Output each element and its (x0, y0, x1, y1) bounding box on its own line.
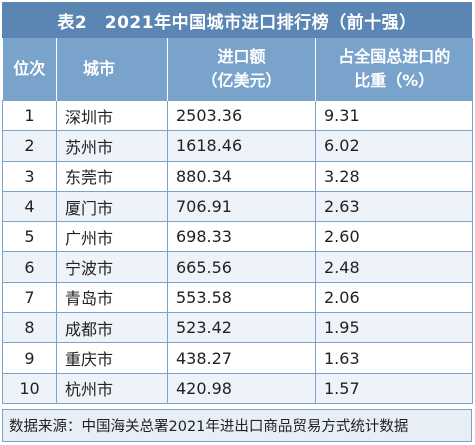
table-row: 10 杭州市 420.98 1.57 (2, 372, 473, 404)
table-row: 6 宁波市 665.56 2.48 (2, 251, 473, 283)
rank-cell: 10 (2, 372, 57, 404)
header-import-value-line1: 进口额 (217, 47, 266, 66)
rank-cell: 5 (2, 221, 57, 253)
header-import-value: 进口额 （亿美元） (167, 38, 316, 101)
city-cell: 宁波市 (56, 251, 168, 283)
header-rank: 位次 (2, 38, 57, 101)
header-row: 位次 城市 进口额 （亿美元） 占全国总进口的 比重（%） (2, 38, 473, 101)
value-cell: 665.56 (167, 251, 316, 283)
value-cell: 438.27 (167, 342, 316, 374)
table-row: 7 青岛市 553.58 2.06 (2, 281, 473, 314)
value-cell: 420.98 (167, 372, 316, 404)
city-cell: 深圳市 (56, 99, 168, 132)
city-cell: 苏州市 (56, 130, 168, 162)
value-cell: 706.91 (167, 190, 316, 223)
header-import-value-line2: （亿美元） (201, 71, 282, 90)
city-cell: 东莞市 (56, 160, 168, 192)
data-source-note: 数据来源：中国海关总署2021年进出口商品贸易方式统计数据 (2, 409, 472, 442)
city-cell: 青岛市 (56, 281, 168, 314)
table-row: 3 东莞市 880.34 3.28 (2, 160, 473, 192)
rank-cell: 3 (2, 160, 57, 192)
value-cell: 698.33 (167, 221, 316, 253)
share-cell: 2.60 (315, 221, 473, 253)
share-cell: 2.48 (315, 251, 473, 283)
city-cell: 重庆市 (56, 342, 168, 374)
rank-cell: 7 (2, 281, 57, 314)
city-cell: 广州市 (56, 221, 168, 253)
city-cell: 厦门市 (56, 190, 168, 223)
header-share-line2: 比重（%） (354, 71, 435, 90)
table-row: 4 厦门市 706.91 2.63 (2, 190, 473, 223)
table-row: 5 广州市 698.33 2.60 (2, 221, 473, 253)
rank-cell: 1 (2, 99, 57, 132)
share-cell: 6.02 (315, 130, 473, 162)
table-row: 8 成都市 523.42 1.95 (2, 312, 473, 344)
share-cell: 1.95 (315, 312, 473, 344)
table-row: 2 苏州市 1618.46 6.02 (2, 130, 473, 162)
header-share-line1: 占全国总进口的 (338, 47, 451, 66)
ranking-table: 位次 城市 进口额 （亿美元） 占全国总进口的 比重（%） 1 深圳市 2503… (2, 38, 473, 404)
value-cell: 1618.46 (167, 130, 316, 162)
value-cell: 553.58 (167, 281, 316, 314)
table-title: 表2 2021年中国城市进口排行榜（前十强） (2, 2, 472, 38)
header-share: 占全国总进口的 比重（%） (315, 38, 473, 101)
share-cell: 3.28 (315, 160, 473, 192)
table-row: 9 重庆市 438.27 1.63 (2, 342, 473, 374)
value-cell: 523.42 (167, 312, 316, 344)
rank-cell: 4 (2, 190, 57, 223)
table-row: 1 深圳市 2503.36 9.31 (2, 99, 473, 132)
share-cell: 9.31 (315, 99, 473, 132)
share-cell: 1.63 (315, 342, 473, 374)
share-cell: 2.63 (315, 190, 473, 223)
rank-cell: 8 (2, 312, 57, 344)
rank-cell: 2 (2, 130, 57, 162)
city-cell: 杭州市 (56, 372, 168, 404)
header-city: 城市 (56, 38, 168, 101)
value-cell: 880.34 (167, 160, 316, 192)
city-cell: 成都市 (56, 312, 168, 344)
rank-cell: 6 (2, 251, 57, 283)
rank-cell: 9 (2, 342, 57, 374)
share-cell: 1.57 (315, 372, 473, 404)
value-cell: 2503.36 (167, 99, 316, 132)
share-cell: 2.06 (315, 281, 473, 314)
